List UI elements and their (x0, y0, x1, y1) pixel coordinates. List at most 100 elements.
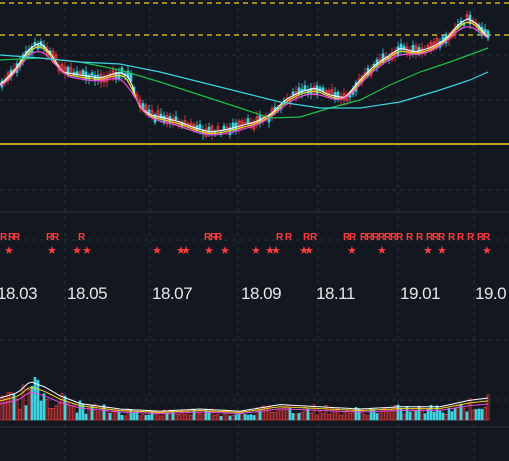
signal-r-mark: R (432, 232, 440, 243)
candle-body (399, 43, 403, 51)
ma-white-line (0, 18, 489, 133)
volume-bar (60, 393, 64, 421)
candle-body (78, 71, 82, 75)
volume-bar (414, 410, 418, 421)
volume-bar (183, 414, 187, 421)
candle-body (216, 126, 220, 131)
signal-star-mark: ★ (482, 244, 492, 257)
volume-bar (69, 405, 73, 421)
volume-bar (294, 413, 298, 421)
volume-bar (159, 415, 163, 421)
candle-body (159, 113, 163, 119)
volume-bar (42, 393, 46, 421)
volume-bar (327, 413, 331, 421)
signal-star-mark: ★ (304, 244, 314, 257)
volume-bar (75, 412, 79, 421)
volume-bar (144, 414, 148, 421)
volume-ma-magenta (0, 391, 489, 415)
signal-r-mark: R (467, 232, 475, 243)
volume-bar (240, 412, 244, 421)
x-tick-label: 18.09 (241, 284, 282, 303)
volume-bar (369, 408, 373, 421)
volume-bar (402, 413, 406, 421)
volume-bar (207, 411, 211, 421)
candle-body (141, 103, 145, 109)
volume-bar (471, 409, 475, 421)
volume-bar (468, 398, 472, 421)
volume-bar (447, 407, 451, 421)
candle-body (315, 85, 319, 96)
volume-bar (315, 414, 319, 421)
volume-bar (123, 415, 127, 421)
volume-bar (288, 407, 292, 421)
signal-r-mark: R (366, 232, 374, 243)
volume-bar (300, 412, 304, 421)
volume-bar (120, 414, 124, 421)
volume-bar (33, 376, 37, 421)
signal-r-mark: R (52, 232, 60, 243)
signal-r-mark: R (349, 232, 357, 243)
candle-body (66, 66, 70, 76)
volume-bar (54, 405, 58, 421)
volume-bar (450, 411, 454, 421)
signal-r-mark: R (384, 232, 392, 243)
volume-bar (462, 407, 466, 421)
signal-star-mark: ★ (220, 244, 230, 257)
signal-star-mark: ★ (204, 244, 214, 257)
signal-star-mark: ★ (271, 244, 281, 257)
signal-r-mark: R (8, 232, 16, 243)
volume-bar (24, 405, 28, 421)
volume-bar (270, 411, 274, 421)
volume-bar (324, 405, 328, 421)
signal-star-mark: ★ (437, 244, 447, 257)
volume-bar (318, 410, 322, 421)
x-tick-label: 19.0 (475, 284, 507, 303)
volume-bar (396, 404, 400, 421)
volume-bar (246, 414, 250, 421)
signal-r-mark: R (360, 232, 368, 243)
candle-body (411, 45, 415, 54)
volume-bar (180, 410, 184, 421)
volume-bar (132, 411, 136, 421)
signal-star-mark: ★ (423, 244, 433, 257)
volume-bar (339, 415, 343, 421)
volume-bar (30, 385, 34, 421)
signal-star-mark: ★ (299, 244, 309, 257)
volume-bar (321, 412, 325, 421)
volume-bar (423, 413, 427, 421)
volume-bar (366, 415, 370, 421)
signal-star-mark: ★ (377, 244, 387, 257)
volume-bar (96, 411, 100, 421)
x-tick-label: 18.03 (0, 284, 38, 303)
volume-ma-yellow (0, 386, 489, 413)
volume-bar (417, 405, 421, 421)
candle-body (174, 116, 178, 121)
volume-bar (93, 403, 97, 421)
signal-r-mark: R (483, 232, 491, 243)
volume-bar (168, 409, 172, 421)
volume-bar (0, 395, 4, 421)
volume-bar (102, 404, 106, 421)
signal-r-mark: R (46, 232, 54, 243)
candle-body (198, 124, 202, 130)
volume-bar (465, 411, 469, 421)
signal-r-mark: R (0, 232, 8, 243)
signal-r-mark: R (310, 232, 318, 243)
signal-r-mark: R (477, 232, 485, 243)
volume-bar (291, 412, 295, 421)
volume-bar (15, 398, 19, 421)
signal-r-mark: R (390, 232, 398, 243)
ma-cyan-line (0, 54, 489, 109)
volume-bar (261, 405, 265, 421)
signal-r-mark: R (448, 232, 456, 243)
volume-bar (258, 410, 262, 421)
volume-bar (9, 392, 13, 421)
volume-bar (435, 405, 439, 421)
volume-bar (474, 409, 478, 421)
volume-bar (477, 408, 481, 421)
volume-bar (453, 408, 457, 421)
volume-bar (90, 405, 94, 421)
volume-bar (84, 413, 88, 421)
signal-star-mark: ★ (4, 244, 14, 257)
volume-bar (114, 410, 118, 421)
